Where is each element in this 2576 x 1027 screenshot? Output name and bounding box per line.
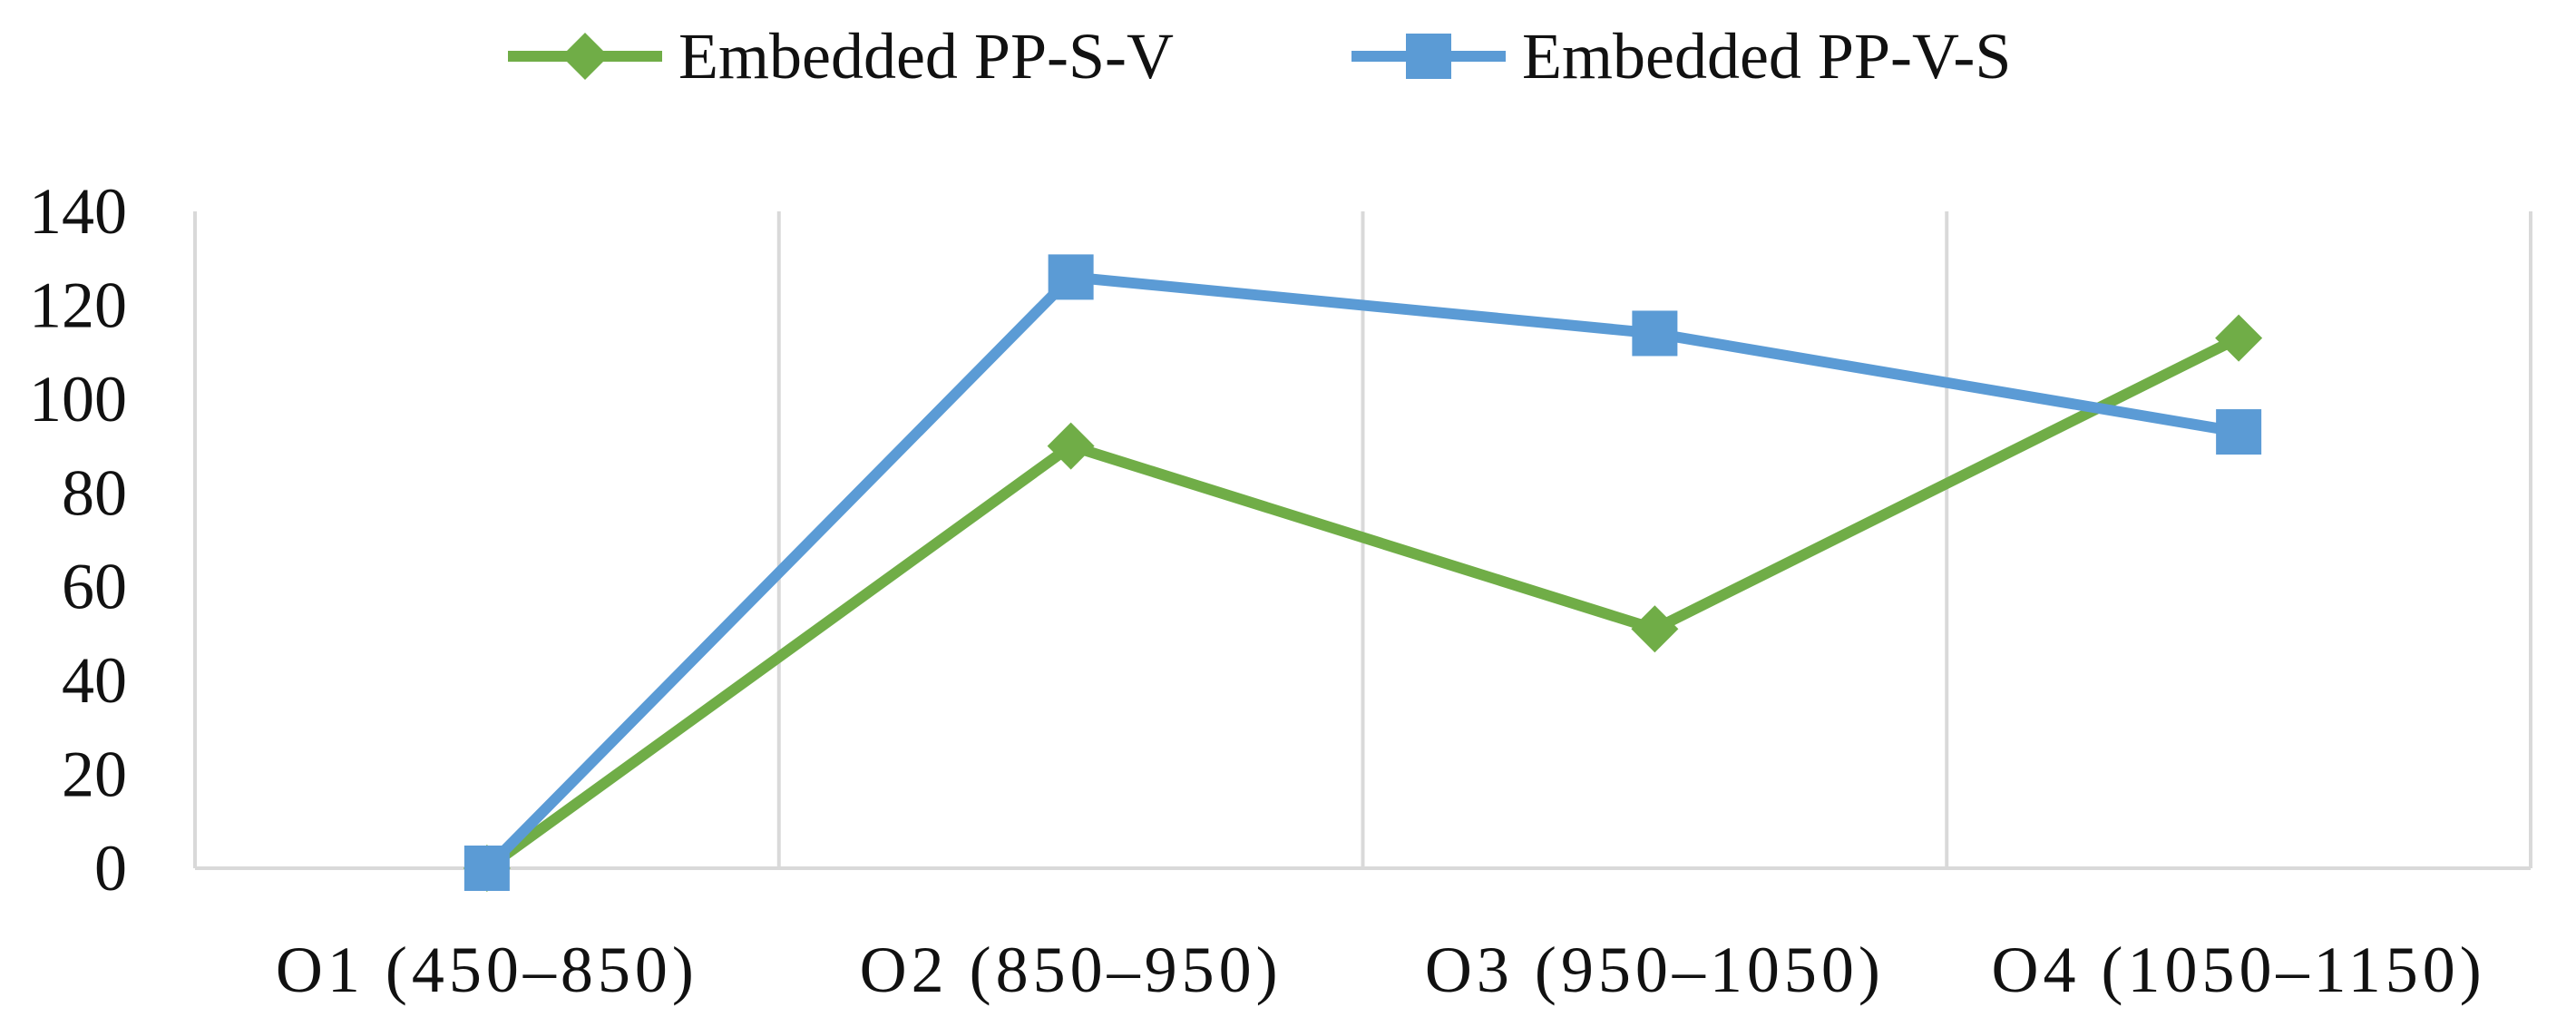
data-point-series-2 [2216,409,2262,455]
x-tick-label: O1 (450–850) [276,934,698,1006]
series-line-2 [481,271,2245,874]
legend-marker-1 [561,33,609,80]
y-tick-label: 20 [62,738,127,811]
series-markers [463,254,2263,892]
series-lines [481,271,2245,874]
legend: Embedded PP-S-V Embedded PP-V-S [508,20,2011,93]
legend-label-1: Embedded PP-S-V [678,20,1174,93]
data-point-series-1 [1631,605,1679,653]
series-line-1 [481,332,2245,874]
data-point-series-2 [1632,310,1678,357]
legend-marker-2 [1406,34,1451,79]
x-tick-label: O4 (1050–1150) [1991,934,2485,1006]
y-tick-label: 60 [62,551,127,623]
data-point-series-2 [463,846,510,891]
y-tick-label: 100 [29,363,127,435]
x-tick-label: O2 (850–950) [860,934,1283,1006]
y-tick-label: 140 [29,175,127,248]
y-tick-label: 40 [62,644,127,717]
y-tick-label: 80 [62,456,127,529]
data-point-series-1 [1047,422,1095,470]
axes: 0 20 40 60 80 100 120 140 O1 (450–850) O2 (850–95… [29,175,2531,1006]
y-tick-label: 120 [29,269,127,341]
y-tick-label: 0 [94,832,127,905]
legend-label-2: Embedded PP-V-S [1522,20,2011,93]
data-point-series-1 [2215,314,2263,362]
data-point-series-2 [1048,254,1094,300]
x-tick-label: O3 (950–1050) [1425,934,1885,1006]
